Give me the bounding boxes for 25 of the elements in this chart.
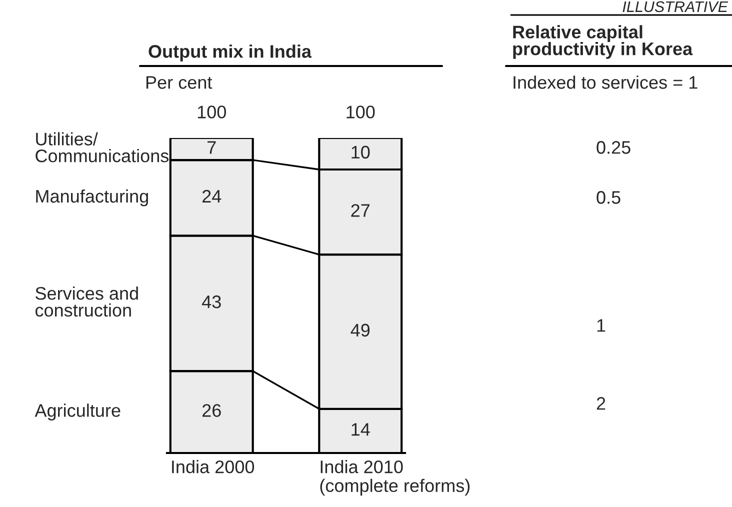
series-label: Services and construction (35, 286, 138, 317)
text: 0.25 (596, 141, 630, 154)
chart-title: Output mix in India (148, 44, 312, 62)
total-label: 100 (198, 106, 226, 118)
text: 2 (596, 397, 606, 410)
text: Agriculture (34, 404, 120, 420)
text: 1 (597, 319, 606, 332)
data-label: 43 (202, 295, 221, 308)
series-label: Manufacturing (36, 189, 148, 206)
data-label: 26 (202, 404, 221, 417)
data-label: 24 (202, 190, 222, 203)
text: Relative capital productivity in Korea (513, 25, 693, 59)
data-label: 49 (350, 324, 370, 337)
data-label: 27 (351, 204, 370, 217)
y-axis-title: Per cent (146, 76, 212, 89)
data-label: 14 (352, 423, 370, 436)
x-tick-label: India 2010 (complete reforms) (320, 460, 470, 496)
text: Indexed to services = 1 (514, 76, 698, 89)
text: 0.5 (596, 191, 620, 204)
data-label: 7 (208, 141, 216, 154)
text: ILLUSTRATIVE (622, 1, 728, 12)
total-label: 100 (346, 106, 375, 118)
series-label: Utilities/ Communications (36, 132, 169, 162)
x-tick-label: India 2000 (172, 460, 254, 474)
data-label: 10 (352, 146, 370, 159)
